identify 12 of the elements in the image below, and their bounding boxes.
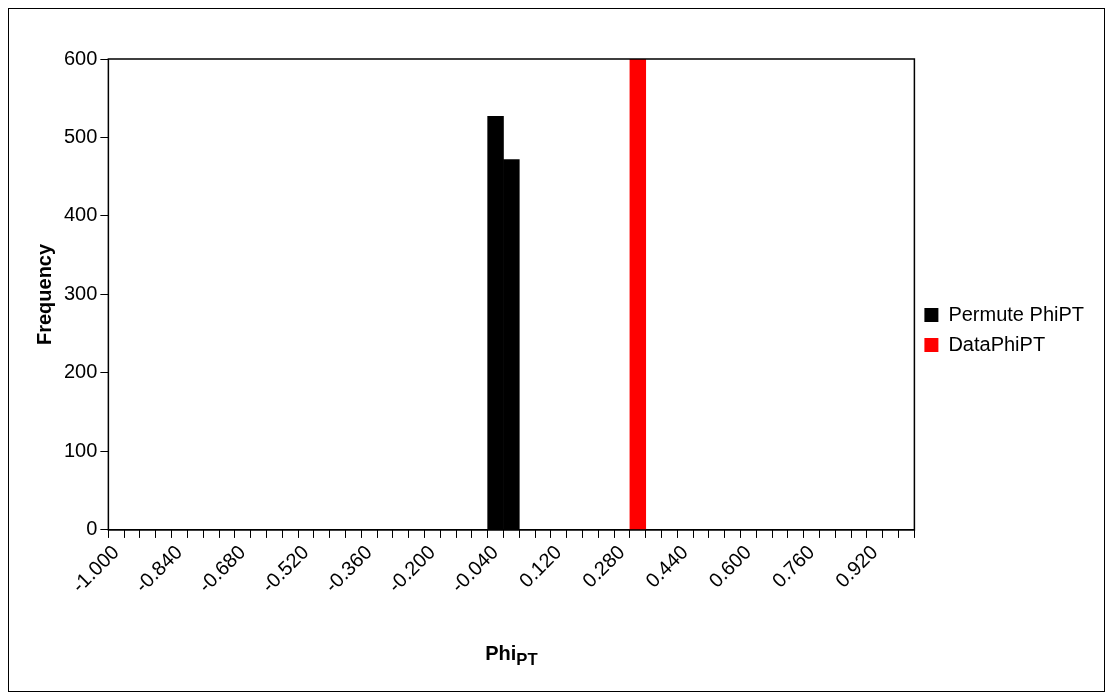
bar	[629, 59, 647, 530]
y-tick-label: 600	[63, 46, 98, 69]
y-tick-label: 300	[63, 281, 98, 304]
x-axis-title: Phi$_{PT}$	[484, 641, 539, 670]
y-tick-label: 500	[63, 125, 98, 147]
y-axis-title: Frequency	[32, 243, 55, 346]
y-tick-label: 100	[63, 438, 98, 461]
legend-label: DataPhiPT	[948, 332, 1046, 355]
legend-label: Permute PhiPT	[948, 302, 1084, 325]
y-tick-label: 400	[63, 203, 98, 226]
y-tick-label: 200	[63, 360, 98, 383]
y-tick-label: 0	[86, 517, 98, 540]
